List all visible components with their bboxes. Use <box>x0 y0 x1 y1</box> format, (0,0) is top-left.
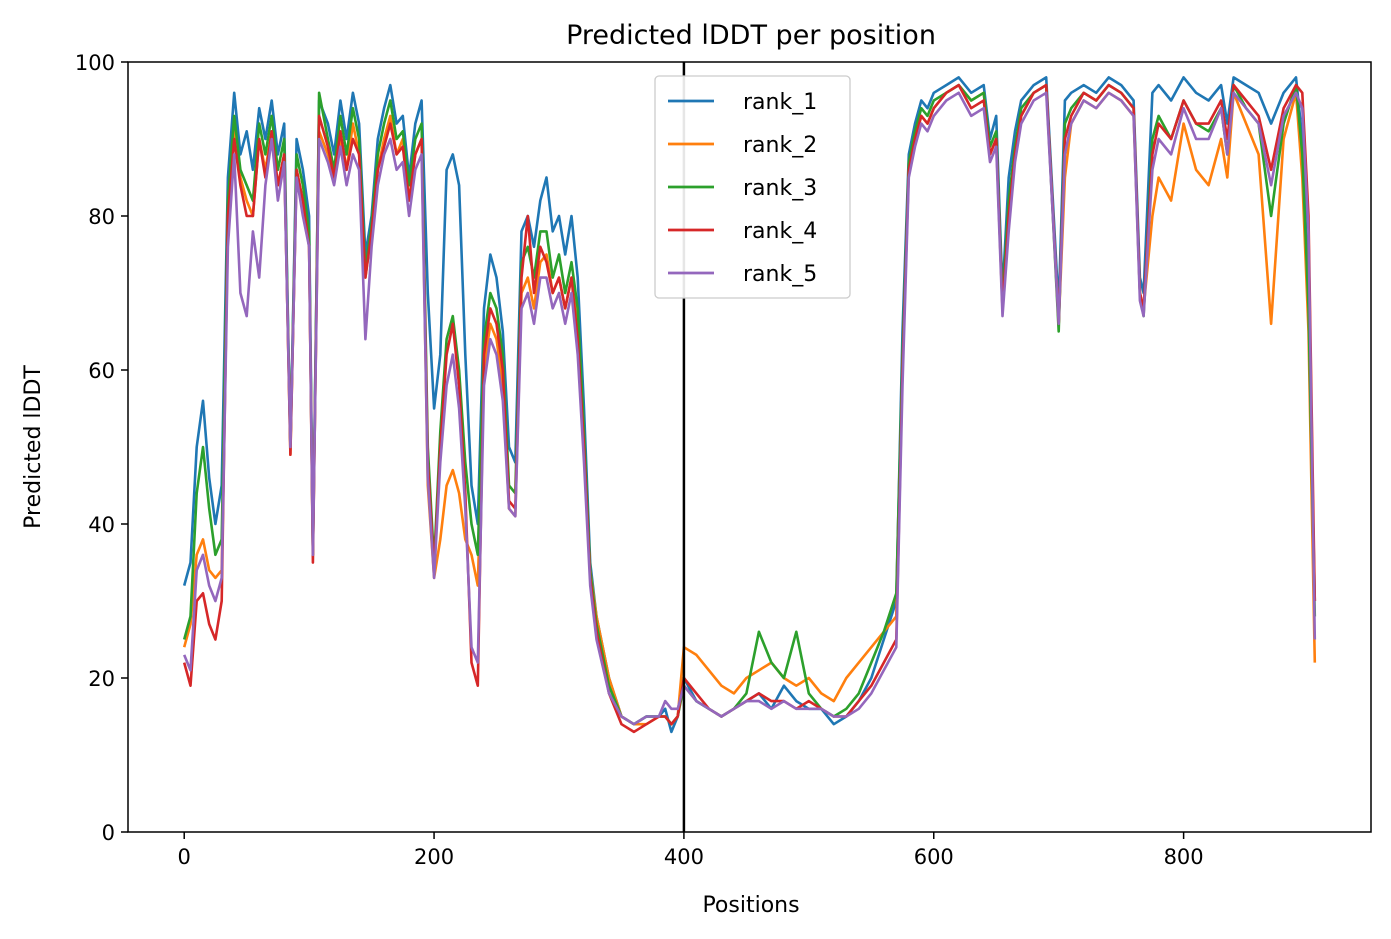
y-tick-label: 100 <box>75 51 115 75</box>
legend-label: rank_3 <box>743 176 817 201</box>
y-axis-label: Predicted lDDT <box>21 365 46 529</box>
x-tick-label: 0 <box>178 845 191 869</box>
y-tick-label: 20 <box>88 667 115 691</box>
series-line-rank-5 <box>182 91 1317 726</box>
legend-label: rank_1 <box>743 90 817 115</box>
y-tick-label: 0 <box>102 821 115 845</box>
y-tick-label: 60 <box>88 359 115 383</box>
legend-box <box>654 75 851 299</box>
x-axis: 0 200 400 600 800 <box>178 832 1204 869</box>
chart-title: Predicted lDDT per position <box>566 20 936 51</box>
legend-label: rank_5 <box>743 262 817 287</box>
legend-label: rank_2 <box>743 133 817 158</box>
x-tick-label: 200 <box>414 845 454 869</box>
x-tick-label: 400 <box>664 845 704 869</box>
y-tick-label: 40 <box>88 513 115 537</box>
series-layer <box>182 76 1317 734</box>
legend: rank_1 rank_2 rank_3 rank_4 rank_5 <box>654 75 851 299</box>
plot-frame <box>127 61 1372 833</box>
x-tick-label: 600 <box>914 845 954 869</box>
series-line-rank-4 <box>182 83 1317 734</box>
y-axis: 0 20 40 60 80 100 <box>75 51 128 845</box>
x-axis-label: Positions <box>702 893 799 918</box>
x-tick-label: 800 <box>1164 845 1204 869</box>
y-tick-label: 80 <box>88 205 115 229</box>
legend-label: rank_4 <box>743 219 817 244</box>
